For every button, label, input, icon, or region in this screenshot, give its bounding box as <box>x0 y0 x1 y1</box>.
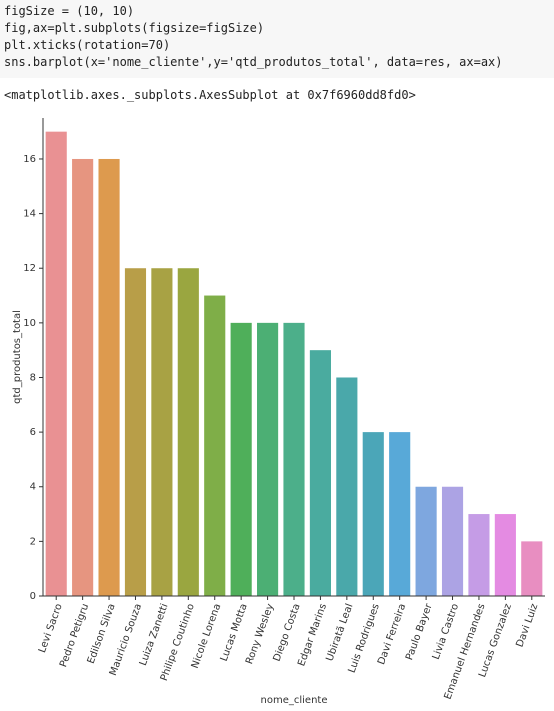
bar <box>468 514 490 596</box>
x-tick-label: Levi Sacro <box>37 602 65 654</box>
x-tick-label: Rony Wesley <box>244 602 276 666</box>
bar <box>441 486 464 596</box>
bar <box>98 158 120 596</box>
y-tick-label: 0 <box>30 591 36 602</box>
bar <box>494 514 516 596</box>
x-tick-label: Lucas Motta <box>219 602 250 663</box>
bar <box>389 432 411 596</box>
bar <box>124 268 147 596</box>
bar <box>45 131 67 596</box>
bar <box>151 268 173 596</box>
x-tick-label: Davi Ferreira <box>376 602 408 666</box>
bar <box>521 541 543 596</box>
cell-output: <matplotlib.axes._subplots.AxesSubplot a… <box>4 88 416 102</box>
bar <box>72 158 94 596</box>
bar <box>204 295 226 596</box>
y-tick-label: 14 <box>23 209 36 220</box>
y-tick-label: 10 <box>23 318 36 329</box>
x-tick-label: Ubiratã Leal <box>324 602 355 662</box>
y-tick-label: 12 <box>23 263 36 274</box>
code-line: figSize = (10, 10) <box>4 4 135 18</box>
code-cell: figSize = (10, 10) fig,ax=plt.subplots(fi… <box>0 0 554 78</box>
bar <box>309 350 331 596</box>
bar <box>230 322 252 596</box>
y-tick-label: 6 <box>30 427 36 438</box>
x-tick-label: Diego Costa <box>272 602 303 663</box>
y-tick-label: 16 <box>23 154 36 165</box>
bar <box>257 322 279 596</box>
code-line: sns.barplot(x='nome_cliente',y='qtd_prod… <box>4 55 503 69</box>
y-tick-label: 8 <box>30 372 36 383</box>
x-axis-label: nome_cliente <box>261 695 328 706</box>
y-axis-label: qtd_produtos_total <box>12 310 23 404</box>
bar <box>362 432 384 596</box>
bar <box>336 377 358 596</box>
bar <box>283 322 305 596</box>
code-line: plt.xticks(rotation=70) <box>4 38 171 52</box>
y-tick-label: 2 <box>30 536 36 547</box>
x-tick-label: Edilson Silva <box>86 602 118 665</box>
bar <box>415 486 437 596</box>
y-tick-label: 4 <box>30 482 36 493</box>
code-line: fig,ax=plt.subplots(figsize=figSize) <box>4 21 265 35</box>
bar <box>177 268 199 596</box>
x-tick-label: Davi Luiz <box>515 602 541 648</box>
x-tick-label: Paulo Bayer <box>404 601 435 661</box>
x-tick-label: Livia Castro <box>431 602 461 661</box>
